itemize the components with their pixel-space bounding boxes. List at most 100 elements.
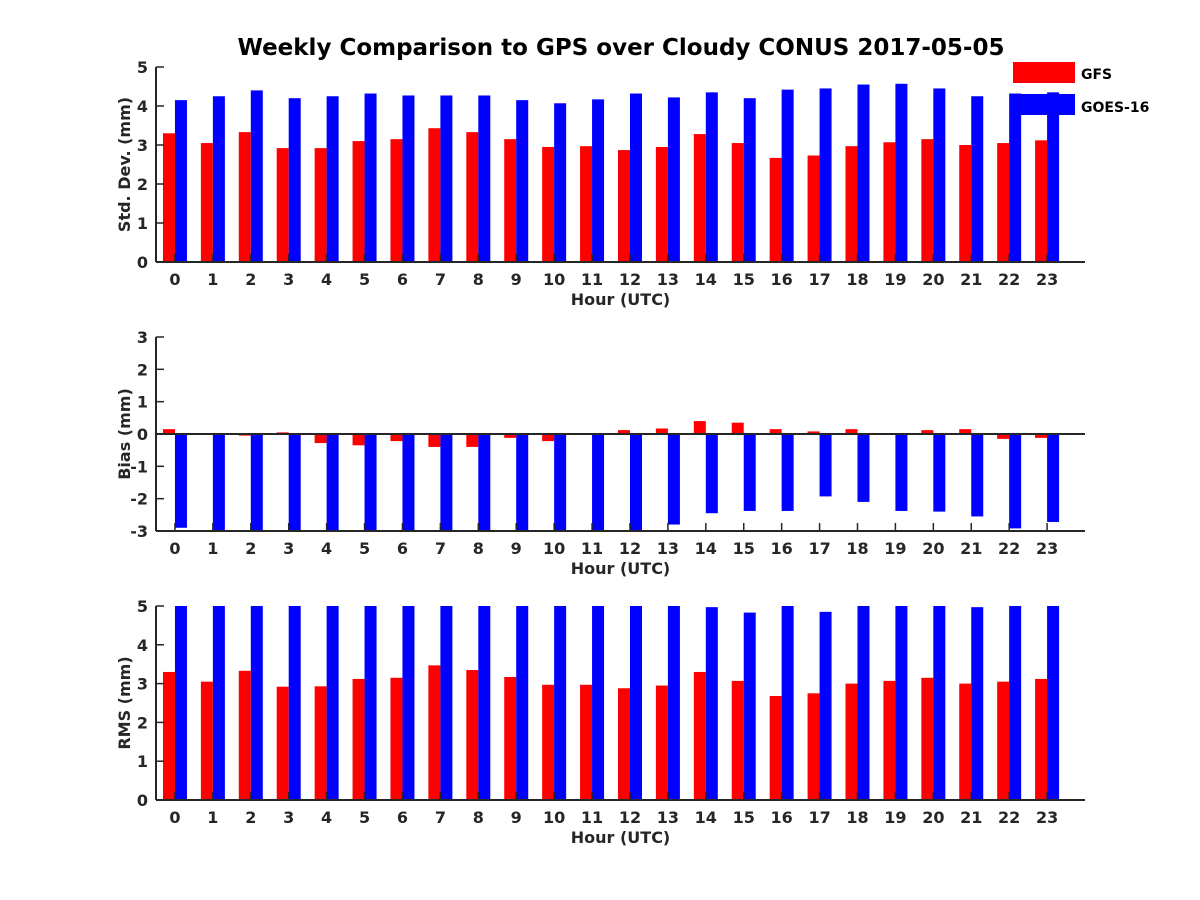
bar-goes-16-hour-10	[554, 434, 567, 531]
bar-gfs-hour-22	[997, 681, 1010, 800]
bar-gfs-hour-7	[428, 434, 441, 447]
x-tick-label: 0	[169, 270, 180, 289]
bar-goes-16-hour-11	[592, 99, 605, 263]
bar-goes-16-hour-5	[364, 434, 377, 531]
y-tick-label: 2	[137, 175, 148, 194]
bar-gfs-hour-21	[959, 429, 972, 434]
bar-goes-16-hour-1	[212, 606, 225, 800]
bar-gfs-hour-20	[921, 677, 934, 800]
x-tick-label: 8	[473, 539, 484, 558]
legend-swatch-gfs	[1013, 62, 1075, 83]
bar-gfs-hour-18	[845, 146, 858, 262]
bar-gfs-hour-5	[352, 434, 365, 446]
bar-goes-16-hour-11	[592, 606, 605, 800]
bar-goes-16-hour-13	[667, 434, 680, 525]
bar-gfs-hour-14	[693, 671, 706, 800]
y-tick-label: -3	[130, 522, 148, 541]
bar-goes-16-hour-8	[478, 95, 491, 262]
x-tick-label: 21	[960, 808, 982, 827]
x-tick-label: 12	[619, 270, 641, 289]
x-tick-label: 20	[922, 808, 944, 827]
x-tick-label: 15	[733, 539, 755, 558]
bar-goes-16-hour-17	[819, 88, 832, 262]
bar-gfs-hour-17	[807, 155, 820, 262]
bar-gfs-hour-7	[428, 128, 441, 262]
bar-gfs-hour-4	[314, 148, 327, 262]
y-tick-label: 3	[137, 328, 148, 347]
bar-gfs-hour-4	[314, 434, 327, 444]
bar-gfs-hour-0	[162, 133, 175, 262]
bar-gfs-hour-15	[731, 680, 744, 800]
bar-gfs-hour-19	[883, 142, 896, 262]
x-tick-label: 10	[543, 270, 565, 289]
bar-gfs-hour-5	[352, 141, 365, 262]
y-tick-label: 0	[137, 791, 148, 810]
bar-goes-16-hour-17	[819, 434, 832, 497]
bar-goes-16-hour-6	[402, 95, 415, 262]
y-tick-label: 1	[137, 214, 148, 233]
bar-goes-16-hour-19	[895, 83, 908, 263]
bar-goes-16-hour-19	[895, 434, 908, 511]
x-tick-label: 18	[846, 270, 868, 289]
bar-goes-16-hour-17	[819, 611, 832, 800]
bar-goes-16-hour-4	[326, 96, 339, 262]
x-tick-label: 12	[619, 539, 641, 558]
y-tick-label: -1	[130, 457, 148, 476]
bar-gfs-hour-8	[466, 670, 479, 800]
x-tick-label: 3	[283, 808, 294, 827]
bar-goes-16-hour-20	[933, 88, 946, 262]
x-tick-label: 20	[922, 270, 944, 289]
bar-goes-16-hour-10	[554, 103, 567, 263]
bar-gfs-hour-12	[617, 150, 630, 262]
legend-label-gfs: GFS	[1081, 67, 1112, 83]
bar-goes-16-hour-10	[554, 606, 567, 800]
bar-gfs-hour-2	[238, 670, 251, 800]
bar-gfs-hour-11	[580, 146, 593, 262]
bar-goes-16-hour-16	[781, 434, 794, 511]
y-tick-label: 2	[137, 713, 148, 732]
x-tick-label: 0	[169, 539, 180, 558]
bar-gfs-hour-15	[731, 422, 744, 434]
y-tick-label: 4	[137, 97, 148, 116]
bar-gfs-hour-13	[655, 428, 668, 434]
bar-goes-16-hour-14	[705, 607, 718, 800]
x-tick-label: 22	[998, 539, 1020, 558]
x-tick-label: 7	[435, 539, 446, 558]
bar-goes-16-hour-7	[440, 434, 453, 531]
bar-goes-16-hour-8	[478, 606, 491, 800]
bar-goes-16-hour-21	[971, 434, 984, 517]
y-tick-label: 3	[137, 136, 148, 155]
x-tick-label: 12	[619, 808, 641, 827]
x-tick-label: 23	[1036, 808, 1058, 827]
bar-gfs-hour-22	[997, 143, 1010, 262]
x-axis-label: Hour (UTC)	[571, 828, 671, 847]
x-tick-label: 6	[397, 808, 408, 827]
x-tick-label: 0	[169, 808, 180, 827]
x-tick-label: 4	[321, 270, 332, 289]
x-tick-label: 6	[397, 539, 408, 558]
bar-goes-16-hour-18	[857, 434, 870, 502]
x-tick-label: 10	[543, 808, 565, 827]
bar-goes-16-hour-3	[288, 434, 301, 531]
bar-goes-16-hour-20	[933, 606, 946, 800]
bar-gfs-hour-23	[1035, 434, 1048, 438]
chart-title: Weekly Comparison to GPS over Cloudy CON…	[238, 35, 1005, 61]
bar-gfs-hour-23	[1035, 678, 1048, 800]
bar-gfs-hour-9	[504, 139, 517, 262]
y-tick-label: -2	[130, 490, 148, 509]
x-tick-label: 13	[657, 270, 679, 289]
bar-gfs-hour-18	[845, 683, 858, 800]
bar-gfs-hour-20	[921, 139, 934, 262]
x-tick-label: 1	[207, 808, 218, 827]
x-tick-label: 11	[581, 808, 603, 827]
x-tick-label: 9	[511, 270, 522, 289]
bar-goes-16-hour-16	[781, 606, 794, 800]
bar-goes-16-hour-2	[250, 90, 263, 263]
bar-goes-16-hour-0	[174, 434, 187, 528]
bar-goes-16-hour-0	[174, 606, 187, 800]
x-tick-label: 19	[884, 270, 906, 289]
bar-goes-16-hour-5	[364, 93, 377, 263]
bar-goes-16-hour-6	[402, 434, 415, 531]
